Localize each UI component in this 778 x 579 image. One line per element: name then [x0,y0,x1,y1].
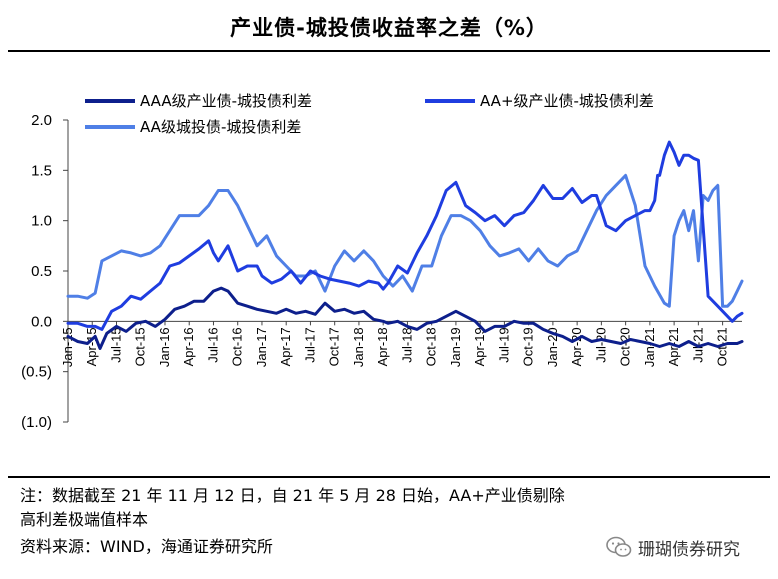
x-tick-label: Oct-21 [715,327,730,366]
x-tick-label: Apr-20 [569,327,584,366]
x-tick-label: Apr-16 [181,327,196,366]
series-line-1 [66,286,744,350]
x-tick-label: Jul-18 [399,327,414,362]
watermark-text: 珊瑚债券研究 [638,539,740,560]
wechat-icon [606,536,632,557]
legend-label: AA级城投债-城投债利差 [140,118,301,136]
y-tick-label: 1.0 [31,213,52,230]
x-tick-label: Jan-20 [545,327,560,367]
x-tick-label: Oct-17 [327,327,342,366]
x-tick-label: Oct-18 [424,327,439,366]
x-tick-label: Apr-18 [375,327,390,366]
note-line-1: 注：数据截至 21 年 11 月 12 日，自 21 年 5 月 28 日始，A… [20,486,565,505]
x-tick-label: Apr-17 [278,327,293,366]
watermark: 珊瑚债券研究 [606,534,740,560]
source-note: 资料来源：WIND，海通证券研究所 [20,537,273,556]
y-tick-label: 1.5 [31,162,52,179]
x-tick-label: Jul-16 [205,327,220,362]
legend-label: AAA级产业债-城投债利差 [140,92,312,110]
x-tick-label: Jan-15 [60,327,75,367]
line-chart: 2.0 1.5 1.0 0.5 0.0 (0.5) (1.0) Jan-15 Apr-15 Jul… [21,92,744,431]
series-line-3 [66,173,744,308]
x-tick-label: Jan-18 [351,327,366,367]
legend-label: AA+级产业债-城投债利差 [480,92,654,110]
note-line-2: 高利差极端值样本 [20,510,149,529]
x-tick-label: Apr-19 [472,327,487,366]
series-line-2 [66,140,744,331]
y-tick-label: 0.5 [31,263,52,280]
x-tick-label: Oct-20 [618,327,633,366]
x-tick-label: Oct-19 [521,327,536,366]
y-tick-label: (1.0) [21,414,52,431]
x-tick-label: Jul-15 [108,327,123,362]
x-tick-label: Jan-21 [642,327,657,367]
x-tick-label: Jul-20 [593,327,608,362]
x-tick-label: Jul-19 [496,327,511,362]
x-tick-label: Jan-16 [157,327,172,367]
title-divider [8,50,770,52]
y-tick-label: (0.5) [21,364,52,381]
x-tick-label: Apr-15 [84,327,99,366]
y-tick-label: 0.0 [31,313,52,330]
notes-divider [8,476,770,478]
x-tick-label: Jul-17 [302,327,317,362]
y-tick-label: 2.0 [31,112,52,129]
page-title: 产业债-城投债收益率之差（%） [230,16,548,40]
x-tick-label: Oct-15 [133,327,148,366]
x-tick-label: Apr-21 [666,327,681,366]
x-tick-label: Jan-19 [448,327,463,367]
x-tick-label: Oct-16 [230,327,245,366]
x-tick-label: Jan-17 [254,327,269,367]
